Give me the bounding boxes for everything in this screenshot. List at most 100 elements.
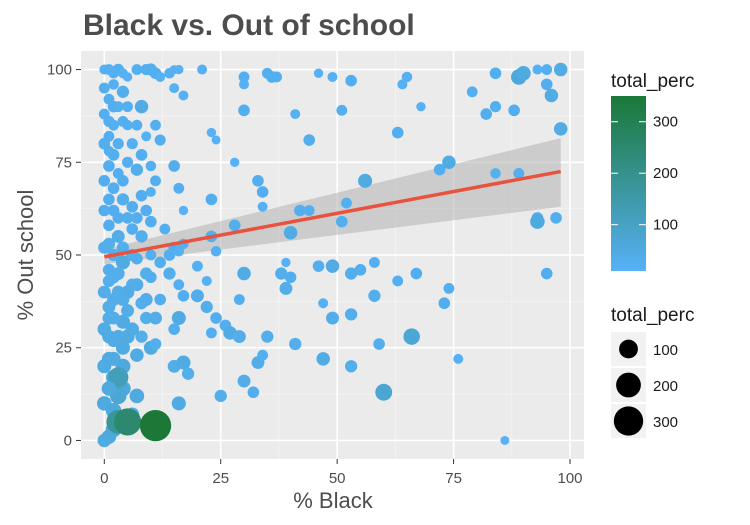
data-point <box>98 137 111 150</box>
size-legend: total_perc 100 200 300 <box>611 305 694 438</box>
data-point <box>261 330 274 343</box>
color-legend: total_perc 100 200 300 <box>611 71 694 271</box>
trend-line <box>103 169 562 259</box>
data-point <box>540 78 553 91</box>
data-point <box>107 271 120 284</box>
data-point <box>368 289 381 302</box>
data-point <box>140 204 153 217</box>
x-axis-ticks: 0 25 50 75 100 <box>100 459 583 487</box>
data-point <box>480 108 492 120</box>
data-point <box>102 237 116 251</box>
data-point <box>103 160 115 172</box>
data-point <box>139 409 172 442</box>
data-point <box>181 367 195 380</box>
data-point <box>130 348 144 362</box>
data-point <box>173 279 185 291</box>
data-point <box>210 312 222 324</box>
data-point <box>108 79 119 90</box>
data-point <box>154 134 166 146</box>
y-tick-label: 0 <box>64 432 72 449</box>
data-point <box>134 99 149 114</box>
data-point <box>117 175 129 187</box>
data-point <box>544 88 559 103</box>
color-legend-ticks: 100 200 300 <box>611 114 678 234</box>
size-legend-label: 300 <box>653 414 678 431</box>
data-point <box>336 215 348 228</box>
data-point <box>171 396 186 411</box>
data-point <box>130 278 144 292</box>
confidence-band-area <box>104 138 561 265</box>
data-point <box>116 193 130 206</box>
data-point <box>516 65 531 81</box>
data-point <box>327 71 338 82</box>
data-point <box>313 68 324 78</box>
size-legend-dot <box>616 372 641 398</box>
data-point <box>115 255 130 270</box>
data-point <box>163 249 176 261</box>
data-point <box>303 205 315 216</box>
data-point <box>205 193 218 206</box>
data-point <box>344 360 358 373</box>
data-point <box>102 329 116 344</box>
data-point <box>149 311 162 325</box>
data-point <box>466 86 478 98</box>
x-axis-title: % Black <box>293 488 373 513</box>
data-point <box>131 64 143 75</box>
data-point <box>98 82 110 94</box>
y-tick-label: 25 <box>55 340 72 357</box>
data-point <box>171 311 186 326</box>
data-point <box>169 83 180 94</box>
data-point <box>553 122 568 136</box>
data-point <box>121 304 135 318</box>
size-legend-dot <box>619 339 638 359</box>
x-tick-label: 25 <box>212 470 229 487</box>
data-point <box>257 349 269 361</box>
x-tick-label: 50 <box>329 470 346 487</box>
data-point <box>530 214 545 229</box>
data-point <box>489 101 502 113</box>
data-point <box>257 201 268 212</box>
data-point <box>126 138 138 150</box>
data-point <box>201 275 212 286</box>
data-point <box>316 352 330 366</box>
data-point <box>131 212 143 224</box>
data-point <box>237 266 251 281</box>
data-point <box>97 285 111 299</box>
data-point <box>489 67 502 80</box>
data-point <box>453 353 464 364</box>
data-point <box>228 219 241 232</box>
data-point <box>126 223 139 235</box>
data-point <box>176 355 191 370</box>
data-point <box>177 290 190 302</box>
data-point <box>106 351 121 366</box>
data-point <box>112 138 124 150</box>
data-point <box>283 225 298 240</box>
y-axis-title: % Out school <box>13 190 38 321</box>
data-point <box>373 338 385 350</box>
x-tick-label: 75 <box>445 470 462 487</box>
data-point <box>107 182 120 195</box>
data-point <box>168 160 180 172</box>
data-point <box>368 256 380 268</box>
data-point <box>135 330 148 343</box>
data-point <box>140 311 153 325</box>
data-point <box>98 175 111 187</box>
data-point <box>325 259 340 273</box>
data-points <box>96 62 568 448</box>
data-point <box>131 119 143 131</box>
data-point <box>129 388 145 404</box>
data-point <box>375 383 393 401</box>
data-point <box>345 74 357 87</box>
data-point <box>154 256 166 269</box>
color-legend-bar <box>611 96 646 271</box>
data-point <box>252 175 264 187</box>
data-point <box>108 119 120 131</box>
data-point <box>145 186 156 197</box>
data-point <box>230 157 240 167</box>
data-point <box>210 246 222 257</box>
data-point <box>130 163 144 176</box>
data-point <box>303 134 316 146</box>
data-point <box>145 160 157 172</box>
data-point <box>145 249 157 261</box>
